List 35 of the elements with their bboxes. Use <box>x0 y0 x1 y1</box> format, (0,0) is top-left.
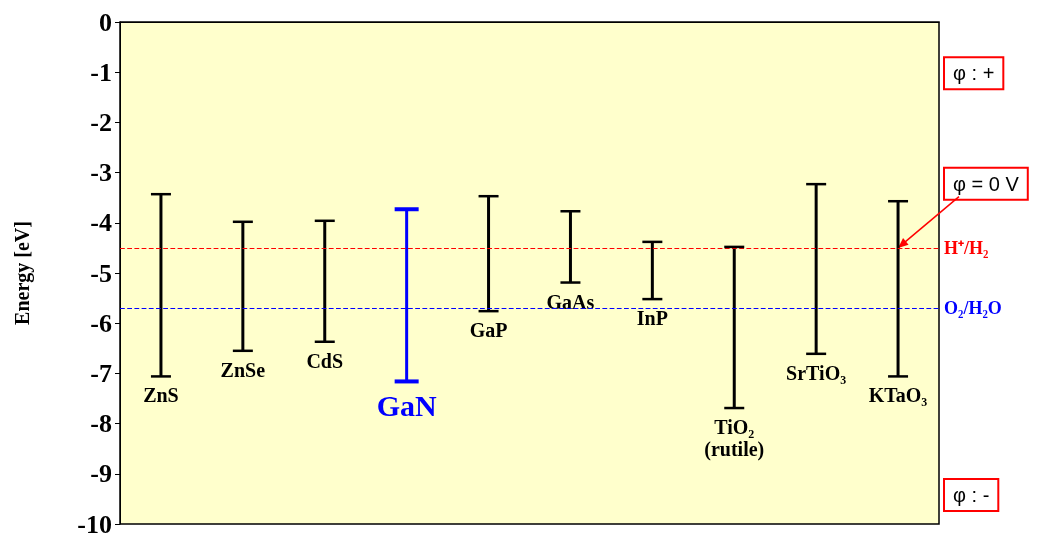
bar <box>650 241 654 300</box>
y-tick-label: 0 <box>99 7 112 37</box>
bar <box>732 246 736 409</box>
y-tick-label: -9 <box>90 459 112 489</box>
annotation: φ = 0 V <box>953 172 1020 195</box>
x-tick-label: CdS <box>306 349 344 372</box>
bar <box>241 221 245 351</box>
y-tick-label: -2 <box>90 107 112 137</box>
ref-line-label: O₂/H₂O <box>944 298 1002 319</box>
bar <box>896 201 900 377</box>
y-tick-label: -3 <box>90 158 112 188</box>
ref-line-label: H⁺/H₂ <box>944 237 989 258</box>
x-tick-label: TiO₂ (rutile) <box>704 416 765 462</box>
bar <box>814 184 818 354</box>
x-tick-label: GaP <box>469 319 508 342</box>
x-tick-label: GaN <box>376 388 437 422</box>
text: φ : + <box>953 62 995 85</box>
y-tick-label: -7 <box>90 358 112 388</box>
bar <box>487 196 491 312</box>
text: φ : - <box>953 483 990 506</box>
bar <box>159 194 163 377</box>
x-tick-label: SrTiO₃ <box>786 361 847 384</box>
x-tick-label: KTaO₃ <box>868 384 928 407</box>
bar <box>323 220 327 342</box>
y-tick-label: -8 <box>90 409 112 439</box>
y-tick-label: -1 <box>90 57 112 87</box>
y-axis-title: Energy [eV] <box>11 221 34 325</box>
x-tick-label: ZnS <box>143 384 179 407</box>
x-tick-label: ZnSe <box>220 358 266 381</box>
y-tick-label: -4 <box>90 208 112 238</box>
bar <box>568 211 572 283</box>
y-tick-label: -10 <box>77 509 112 539</box>
y-tick-label: -6 <box>90 308 112 338</box>
y-tick-label: -5 <box>90 258 112 288</box>
x-tick-label: InP <box>636 307 668 330</box>
